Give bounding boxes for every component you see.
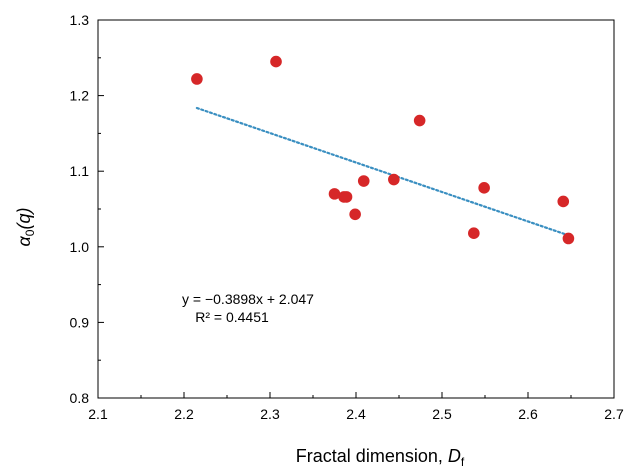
- data-point: [340, 191, 353, 203]
- x-tick-label: 2.4: [346, 406, 366, 422]
- data-point: [562, 232, 575, 245]
- equation-line-2: R² = 0.4451: [195, 309, 269, 325]
- data-point: [270, 55, 282, 68]
- y-tick-label: 0.9: [70, 314, 90, 330]
- trendline: [195, 106, 570, 237]
- y-axis-title-rest: (q): [14, 208, 34, 230]
- x-tick-label: 2.7: [604, 406, 624, 422]
- x-tick-label: 2.6: [518, 406, 538, 422]
- y-tick-label: 1.3: [70, 12, 90, 28]
- data-point: [328, 188, 341, 200]
- x-tick-label: 2.1: [88, 406, 108, 422]
- y-axis-title-var: α: [14, 235, 34, 246]
- x-axis-title: Fractal dimension, Df: [296, 446, 465, 467]
- y-tick-label: 1.0: [70, 239, 90, 255]
- x-axis-title-main: Fractal dimension,: [296, 446, 448, 466]
- y-axis: 0.8 0.9 1.0 1.1 1.2 1.3: [70, 12, 104, 406]
- data-point: [388, 173, 400, 186]
- x-tick-label: 2.2: [174, 406, 194, 422]
- data-point: [349, 208, 361, 221]
- x-axis-title-var: D: [448, 446, 461, 466]
- data-point: [478, 182, 490, 194]
- data-point: [191, 73, 203, 85]
- data-points: [191, 55, 575, 245]
- y-axis-title: α0(q): [14, 208, 37, 247]
- y-axis-title-sub: 0: [23, 229, 37, 236]
- data-point: [557, 195, 570, 208]
- x-tick-label: 2.3: [260, 406, 280, 422]
- trendline-group: [195, 106, 570, 237]
- x-axis-title-sub: f: [461, 455, 465, 467]
- x-tick-label: 2.5: [432, 406, 452, 422]
- x-axis: 2.1 2.2 2.3 2.4 2.5 2.6 2.7: [88, 392, 624, 422]
- y-tick-label: 0.8: [70, 390, 90, 406]
- data-point: [357, 175, 370, 187]
- data-point: [413, 114, 426, 127]
- data-point: [468, 227, 480, 239]
- y-tick-label: 1.2: [70, 88, 90, 104]
- minor-ticks: [98, 57, 572, 398]
- equation-line-1: y = −0.3898x + 2.047: [182, 291, 314, 307]
- y-tick-label: 1.1: [70, 163, 90, 179]
